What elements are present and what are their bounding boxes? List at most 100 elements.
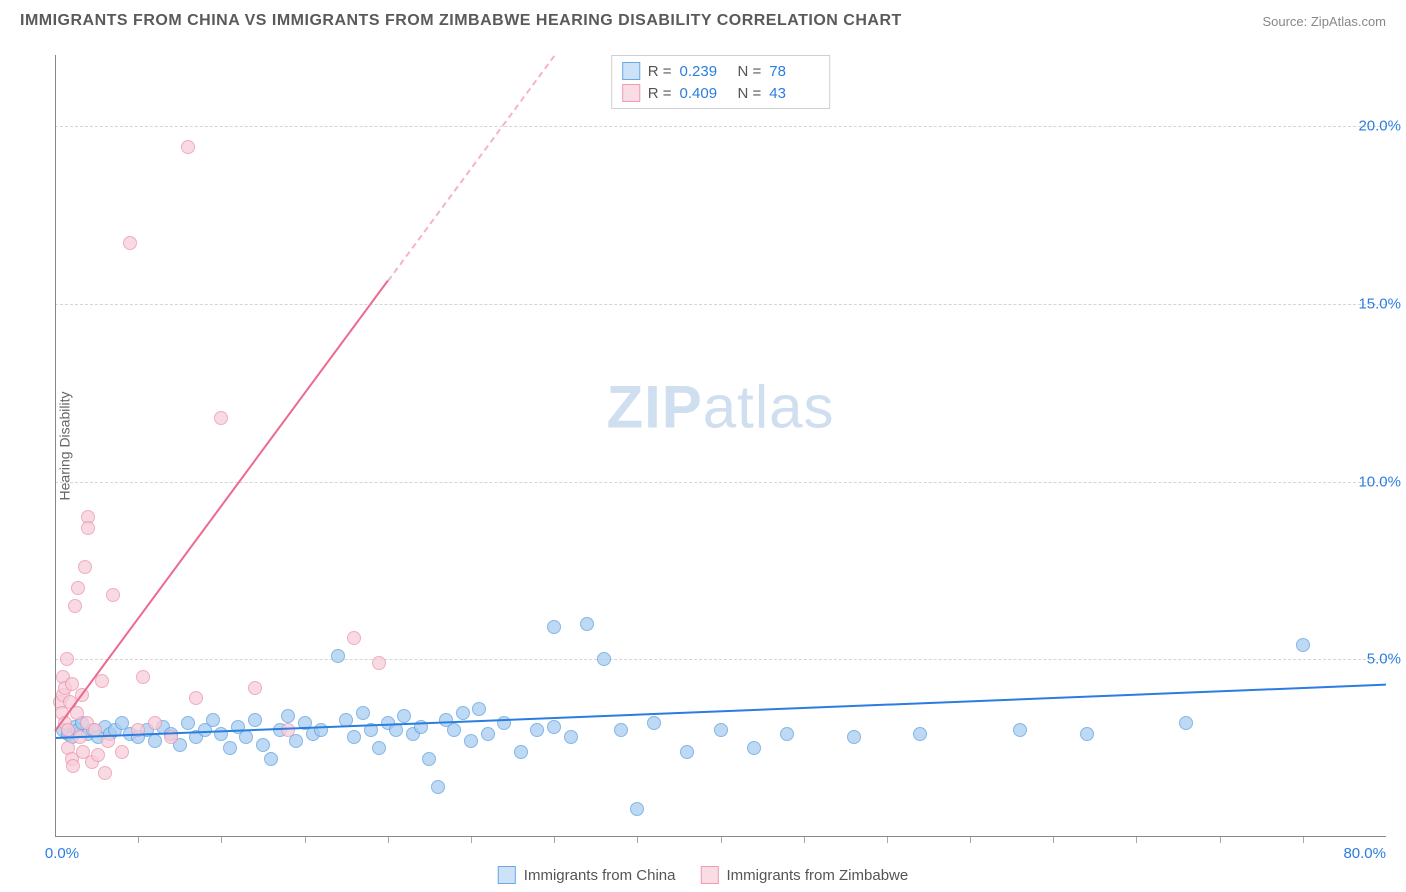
legend-r-label: R = (648, 85, 672, 102)
scatter-point (597, 652, 611, 666)
scatter-point (714, 723, 728, 737)
scatter-point (206, 713, 220, 727)
legend-n-label: N = (738, 85, 762, 102)
x-tick-mark (637, 837, 638, 843)
x-tick-mark (1136, 837, 1137, 843)
scatter-point (214, 727, 228, 741)
scatter-point (647, 716, 661, 730)
scatter-point (372, 656, 386, 670)
legend-swatch (622, 84, 640, 102)
x-tick-mark (1303, 837, 1304, 843)
scatter-point (347, 631, 361, 645)
legend-item: Immigrants from China (498, 866, 676, 884)
scatter-point (356, 706, 370, 720)
scatter-point (630, 802, 644, 816)
scatter-point (148, 716, 162, 730)
chart-source: Source: ZipAtlas.com (1262, 14, 1386, 29)
gridline (55, 304, 1386, 305)
scatter-point (248, 713, 262, 727)
scatter-point (514, 745, 528, 759)
x-tick-start: 0.0% (45, 845, 79, 862)
scatter-point (81, 521, 95, 535)
scatter-point (66, 759, 80, 773)
x-tick-end: 80.0% (1343, 845, 1386, 862)
scatter-point (564, 730, 578, 744)
scatter-point (422, 752, 436, 766)
scatter-point (1013, 723, 1027, 737)
scatter-point (547, 720, 561, 734)
legend-n-value: 43 (769, 85, 819, 102)
scatter-point (614, 723, 628, 737)
legend-swatch (622, 62, 640, 80)
scatter-point (456, 706, 470, 720)
scatter-point (281, 723, 295, 737)
legend-label: Immigrants from Zimbabwe (727, 867, 909, 884)
scatter-point (680, 745, 694, 759)
gridline (55, 482, 1386, 483)
scatter-point (60, 652, 74, 666)
series-legend: Immigrants from China Immigrants from Zim… (498, 866, 908, 884)
scatter-point (264, 752, 278, 766)
x-tick-mark (388, 837, 389, 843)
scatter-point (68, 599, 82, 613)
scatter-point (481, 727, 495, 741)
legend-r-label: R = (648, 63, 672, 80)
scatter-point (780, 727, 794, 741)
scatter-point (347, 730, 361, 744)
y-tick-label: 20.0% (1358, 118, 1401, 135)
scatter-point (98, 766, 112, 780)
legend-n-value: 78 (769, 63, 819, 80)
scatter-point (1080, 727, 1094, 741)
scatter-point (530, 723, 544, 737)
scatter-point (239, 730, 253, 744)
legend-label: Immigrants from China (524, 867, 676, 884)
trend-line (54, 281, 388, 732)
scatter-point (106, 588, 120, 602)
scatter-point (181, 140, 195, 154)
scatter-point (214, 411, 228, 425)
scatter-point (248, 681, 262, 695)
scatter-point (181, 716, 195, 730)
scatter-point (78, 560, 92, 574)
scatter-point (580, 617, 594, 631)
x-tick-mark (138, 837, 139, 843)
x-tick-mark (471, 837, 472, 843)
scatter-point (91, 748, 105, 762)
chart-title: IMMIGRANTS FROM CHINA VS IMMIGRANTS FROM… (20, 12, 902, 30)
scatter-point (431, 780, 445, 794)
scatter-point (913, 727, 927, 741)
legend-row: R = 0.409 N = 43 (622, 82, 820, 104)
scatter-point (847, 730, 861, 744)
gridline (55, 659, 1386, 660)
scatter-point (1179, 716, 1193, 730)
y-tick-label: 15.0% (1358, 295, 1401, 312)
x-tick-mark (221, 837, 222, 843)
x-tick-mark (887, 837, 888, 843)
scatter-point (223, 741, 237, 755)
scatter-point (397, 709, 411, 723)
scatter-point (71, 581, 85, 595)
scatter-point (189, 691, 203, 705)
y-tick-label: 10.0% (1358, 473, 1401, 490)
x-tick-mark (305, 837, 306, 843)
x-tick-mark (1053, 837, 1054, 843)
scatter-point (747, 741, 761, 755)
legend-r-value: 0.409 (680, 85, 730, 102)
scatter-point (372, 741, 386, 755)
scatter-point (256, 738, 270, 752)
legend-swatch (498, 866, 516, 884)
legend-item: Immigrants from Zimbabwe (701, 866, 909, 884)
scatter-point (136, 670, 150, 684)
legend-swatch (701, 866, 719, 884)
scatter-point (123, 236, 137, 250)
y-tick-label: 5.0% (1367, 651, 1401, 668)
scatter-point (331, 649, 345, 663)
scatter-point (148, 734, 162, 748)
x-tick-mark (554, 837, 555, 843)
legend-r-value: 0.239 (680, 63, 730, 80)
scatter-point (547, 620, 561, 634)
scatter-point (115, 745, 129, 759)
plot-area: ZIPatlas R =0.239N =78R =0.409N =43 (55, 55, 1386, 837)
x-tick-mark (1220, 837, 1221, 843)
correlation-legend: R = 0.239 N = 78 R = 0.409 N = 43 (611, 55, 831, 109)
